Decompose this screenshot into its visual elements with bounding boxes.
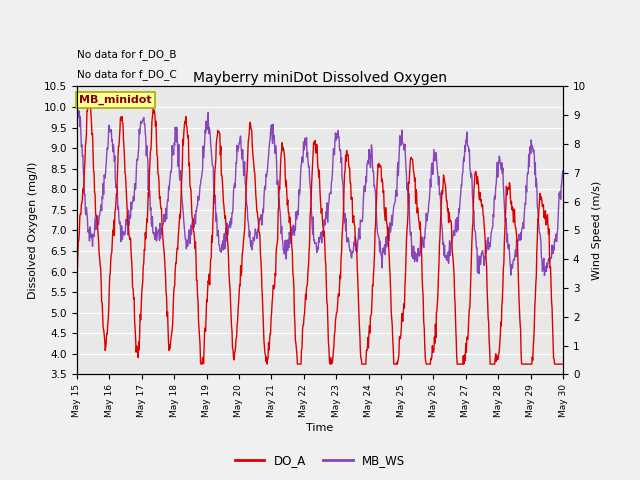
Y-axis label: Dissolved Oxygen (mg/l): Dissolved Oxygen (mg/l) xyxy=(28,162,38,299)
Text: No data for f_DO_C: No data for f_DO_C xyxy=(77,69,177,80)
Text: MB_minidot: MB_minidot xyxy=(79,95,152,105)
Text: No data for f_DO_B: No data for f_DO_B xyxy=(77,49,176,60)
X-axis label: Time: Time xyxy=(307,423,333,432)
Y-axis label: Wind Speed (m/s): Wind Speed (m/s) xyxy=(591,181,602,280)
Title: Mayberry miniDot Dissolved Oxygen: Mayberry miniDot Dissolved Oxygen xyxy=(193,71,447,85)
Legend: DO_A, MB_WS: DO_A, MB_WS xyxy=(230,449,410,472)
